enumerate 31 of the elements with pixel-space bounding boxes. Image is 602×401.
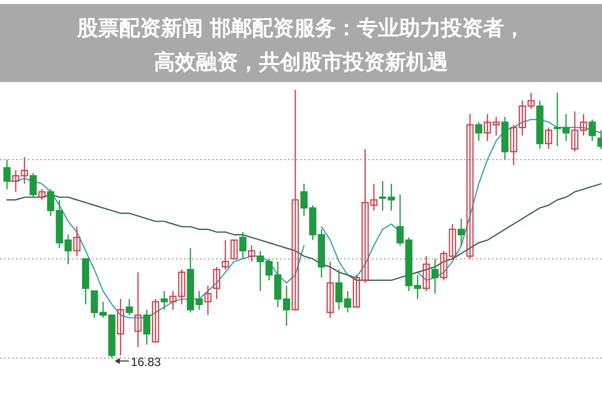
candlestick: [510, 124, 518, 166]
candlestick: [458, 218, 465, 246]
candlestick: [152, 298, 160, 343]
candlestick: [213, 266, 220, 300]
candlestick: [326, 260, 334, 318]
candlestick: [370, 183, 378, 212]
candlestick: [222, 239, 229, 270]
candlestick: [143, 309, 150, 346]
candlestick: [588, 118, 596, 142]
chart-title: 股票配资新闻 邯郸配资服务：专业助力投资者，高效融资，共创股市投资新机遇: [76, 16, 526, 74]
candlestick: [248, 244, 256, 262]
candlestick: [431, 258, 439, 294]
candlestick: [239, 231, 246, 260]
candlestick: [544, 126, 552, 150]
candlestick: [116, 298, 124, 356]
candlestick: [126, 298, 133, 316]
candlestick: [230, 239, 238, 260]
candlestick: [422, 256, 430, 292]
candlestick: [379, 180, 386, 212]
candlestick: [3, 159, 11, 190]
annotation: 16.83: [130, 355, 162, 369]
candlestick: [30, 172, 37, 198]
candlestick: [388, 183, 395, 212]
candlestick: [292, 89, 299, 310]
candlestick: [466, 114, 474, 260]
candlestick: [73, 226, 80, 257]
candlestick: [38, 188, 46, 200]
candlestick: [134, 272, 142, 348]
candlestick: [204, 285, 212, 316]
candlestick: [475, 122, 482, 142]
candlestick: [160, 290, 168, 310]
